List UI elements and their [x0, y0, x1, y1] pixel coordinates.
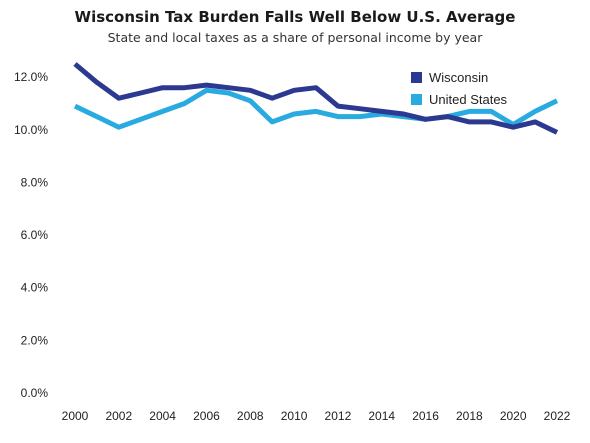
x-tick-label: 2002 — [105, 409, 132, 423]
x-tick-label: 2004 — [149, 409, 176, 423]
legend-label-united-states: United States — [429, 92, 508, 107]
y-tick-label: 10.0% — [14, 123, 48, 137]
y-tick-label: 12.0% — [14, 70, 48, 84]
y-tick-label: 2.0% — [21, 333, 49, 347]
x-tick-label: 2008 — [237, 409, 264, 423]
x-tick-label: 2020 — [500, 409, 527, 423]
series-line-united-states — [73, 87, 559, 130]
x-tick-label: 2016 — [412, 409, 439, 423]
x-tick-label: 2014 — [368, 409, 395, 423]
chart-title: Wisconsin Tax Burden Falls Well Below U.… — [74, 8, 516, 26]
x-tick-label: 2010 — [281, 409, 308, 423]
chart-subtitle: State and local taxes as a share of pers… — [107, 30, 483, 45]
legend-swatch-united-states — [411, 94, 422, 105]
y-tick-label: 6.0% — [21, 228, 49, 242]
x-tick-label: 2018 — [456, 409, 483, 423]
y-axis: 0.0% 2.0% 4.0% 6.0% 8.0% 10.0% 12.0% — [14, 70, 48, 400]
legend-swatch-wisconsin — [411, 72, 422, 83]
y-tick-label: 8.0% — [21, 175, 49, 189]
y-tick-label: 0.0% — [21, 386, 49, 400]
x-axis: 2000 2002 2004 2006 2008 2010 2012 2014 2016 2018… — [62, 409, 571, 423]
legend-label-wisconsin: Wisconsin — [429, 70, 488, 85]
x-tick-label: 2000 — [62, 409, 89, 423]
legend: Wisconsin United States — [411, 70, 508, 107]
x-tick-label: 2012 — [325, 409, 352, 423]
x-tick-label: 2006 — [193, 409, 220, 423]
y-tick-label: 4.0% — [21, 281, 49, 295]
plot-area — [73, 62, 559, 135]
series-line-wisconsin — [73, 62, 559, 135]
x-tick-label: 2022 — [544, 409, 571, 423]
